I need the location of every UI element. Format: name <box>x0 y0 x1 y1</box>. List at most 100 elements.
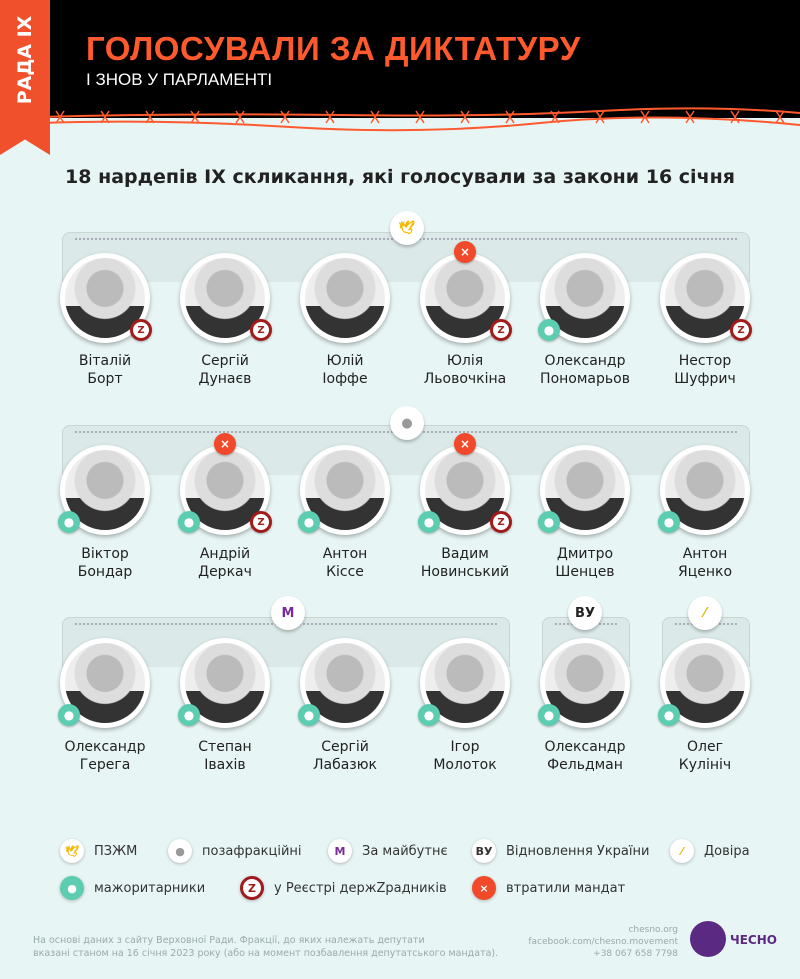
legend-item: M За майбутнє <box>328 839 448 863</box>
deputy-name: Юлія Льовочкіна <box>405 352 525 388</box>
z-registry-icon: Z <box>490 511 512 533</box>
first-name: Олександр <box>64 739 146 755</box>
pin-icon: ● <box>178 511 200 533</box>
m-icon: M <box>271 596 305 630</box>
last-name: Дунаєв <box>198 371 252 387</box>
first-name: Сергій <box>321 739 369 755</box>
last-name: Шенцев <box>555 564 615 580</box>
first-name: Юлія <box>446 353 484 369</box>
legend-label: втратили мандат <box>506 880 626 896</box>
first-name: Нестор <box>678 353 732 369</box>
header-banner <box>0 0 800 118</box>
dovira-icon: ⁄ <box>670 839 694 863</box>
footer-note: На основі даних з сайту Верховної Ради. … <box>33 934 498 960</box>
deputy-name: Сергій Лабазюк <box>285 738 405 774</box>
deputy-name: Олександр Фельдман <box>525 738 645 774</box>
deputy-name: Нестор Шуфрич <box>645 352 765 388</box>
first-name: Антон <box>682 546 728 562</box>
deputy-name: Антон Яценко <box>645 545 765 581</box>
pin-icon: ● <box>658 511 680 533</box>
last-name: Борт <box>87 371 123 387</box>
lost-mandate-icon: × <box>454 433 476 455</box>
last-name: Молоток <box>433 757 497 773</box>
last-name: Льовочкіна <box>423 371 507 387</box>
last-name: Пономарьов <box>540 371 630 387</box>
legend-label: мажоритарники <box>94 880 206 896</box>
deputy-name: Віталій Борт <box>45 352 165 388</box>
person-icon: ● <box>168 839 192 863</box>
last-name: Новинський <box>420 564 510 580</box>
first-name: Андрій <box>199 546 251 562</box>
person-icon: ● <box>390 406 424 440</box>
deputy-name: Олег Кулініч <box>645 738 765 774</box>
legend-label: За майбутнє <box>362 843 448 859</box>
legend-label: Довіра <box>704 843 750 859</box>
z-registry-icon: Z <box>250 511 272 533</box>
first-name: Віктор <box>81 546 129 562</box>
pin-icon: ● <box>58 704 80 726</box>
first-name: Сергій <box>201 353 249 369</box>
footer-note-line: вказані станом на 16 січня 2023 року (аб… <box>33 948 499 959</box>
last-name: Лабазюк <box>312 757 377 773</box>
footer-note-line: На основі даних з сайту Верховної Ради. … <box>33 935 425 946</box>
x-icon: × <box>472 876 496 900</box>
last-name: Бондар <box>77 564 133 580</box>
m-icon: M <box>328 839 352 863</box>
legend-label: Відновлення України <box>506 843 650 859</box>
portrait <box>305 258 385 338</box>
legend-label: позафракційні <box>202 843 302 859</box>
tab-label: РАДА IX <box>14 15 36 105</box>
page-title: ГОЛОСУВАЛИ ЗА ДИКТАТУРУ <box>86 30 581 67</box>
section-heading: 18 нардепів IX скликання, які голосували… <box>65 166 735 188</box>
barbed-wire-decoration <box>40 107 800 132</box>
first-name: Юлій <box>326 353 364 369</box>
first-name: Віталій <box>78 353 132 369</box>
deputy-photo <box>300 253 390 343</box>
last-name: Яценко <box>677 564 733 580</box>
chesno-logo-text: ЧЕСНО <box>730 933 777 947</box>
first-name: Антон <box>322 546 368 562</box>
vu-icon: ВУ <box>472 839 496 863</box>
z-registry-icon: Z <box>730 319 752 341</box>
last-name: Деркач <box>198 564 252 580</box>
vu-icon: ВУ <box>568 596 602 630</box>
first-name: Степан <box>198 739 252 755</box>
chesno-logo-icon <box>690 921 726 957</box>
pin-icon: ● <box>538 511 560 533</box>
first-name: Ігор <box>450 739 480 755</box>
site-link[interactable]: chesno.org <box>628 925 678 935</box>
deputy-name: Вадим Новинський <box>405 545 525 581</box>
dovira-icon: ⁄ <box>688 596 722 630</box>
first-name: Олександр <box>544 739 626 755</box>
pin-icon: ● <box>418 704 440 726</box>
deputy-name: Олександр Пономарьов <box>525 352 645 388</box>
deputy-photo <box>660 445 750 535</box>
legend-item: × втратили мандат <box>472 876 625 900</box>
pin-icon: ● <box>418 511 440 533</box>
pin-icon: ● <box>298 511 320 533</box>
pin-icon: ● <box>178 704 200 726</box>
first-name: Олександр <box>544 353 626 369</box>
legend-label: ПЗЖМ <box>94 843 138 859</box>
pzzhm-icon: 🕊 <box>60 839 84 863</box>
lost-mandate-icon: × <box>214 433 236 455</box>
legend-item: ВУ Відновлення України <box>472 839 649 863</box>
legend-item: ● мажоритарники <box>60 876 205 900</box>
z-registry-icon: Z <box>490 319 512 341</box>
pzzhm-icon: 🕊 <box>390 211 424 245</box>
phone: +38 067 658 7798 <box>593 949 678 959</box>
legend-item: 🕊 ПЗЖМ <box>60 839 137 863</box>
first-name: Олег <box>687 739 723 755</box>
deputy-name: Степан Івахів <box>165 738 285 774</box>
last-name: Кіссе <box>326 564 364 580</box>
last-name: Іоффе <box>322 371 368 387</box>
first-name: Дмитро <box>556 546 614 562</box>
deputy-name: Юлій Іоффе <box>285 352 405 388</box>
last-name: Івахів <box>204 757 246 773</box>
facebook-link[interactable]: facebook.com/chesno.movement <box>528 937 678 947</box>
z-registry-icon: Z <box>250 319 272 341</box>
legend-label: у Реєстрі держZрадників <box>274 880 447 896</box>
deputy-name: Віктор Бондар <box>45 545 165 581</box>
last-name: Герега <box>79 757 131 773</box>
